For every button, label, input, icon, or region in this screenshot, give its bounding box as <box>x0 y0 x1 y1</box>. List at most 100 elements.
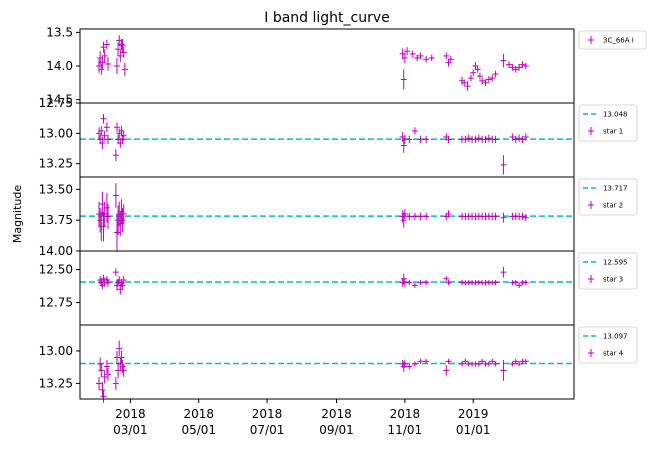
data-point <box>492 212 499 221</box>
data-point <box>500 53 507 68</box>
y-tick-label: 13.75 <box>39 213 73 227</box>
y-tick-label: 14.0 <box>46 59 73 73</box>
legend-series-label: star 3 <box>603 276 623 284</box>
panel-frame <box>79 102 575 178</box>
y-tick-label: 13.00 <box>39 126 73 140</box>
data-point <box>464 81 471 91</box>
data-point <box>400 138 407 153</box>
data-point <box>417 212 424 221</box>
data-point <box>409 50 416 58</box>
data-point <box>406 280 413 286</box>
data-point <box>105 57 112 71</box>
legend: 13.097 star 4 <box>578 326 638 364</box>
data-point <box>461 79 468 87</box>
data-point <box>406 363 413 370</box>
data-point <box>112 268 119 277</box>
legend: 12.595 star 3 <box>578 252 638 290</box>
legend-series-label: 3C_66A I <box>603 37 634 45</box>
y-axis-label: Magnitude <box>11 185 24 244</box>
panel-4: 12.50 12.75 12.595 star 3 <box>39 250 638 326</box>
panel-frame <box>79 250 575 326</box>
data-point <box>509 361 516 367</box>
panel-3: 13.50 13.75 14.00 13.717 star 2 <box>39 176 638 258</box>
data-point <box>103 193 110 223</box>
x-tick-label-year: 2018 <box>115 407 146 421</box>
data-point <box>462 135 469 144</box>
data-point <box>500 266 507 278</box>
panels: 13.5 14.0 14.5 3C_66A I 12.75 13.00 13.25 13.04… <box>39 25 647 403</box>
data-point <box>445 210 452 218</box>
data-point <box>99 136 106 150</box>
data-point <box>443 365 450 376</box>
data-point <box>98 126 105 136</box>
data-point <box>417 52 424 60</box>
x-tick-label-date: 05/01 <box>181 423 216 437</box>
data-point <box>512 358 519 364</box>
data-point <box>516 361 523 367</box>
data-point <box>119 39 126 53</box>
data-point <box>400 361 407 372</box>
data-point <box>522 133 529 141</box>
data-point <box>100 211 107 242</box>
x-tick-label-date: 11/01 <box>388 423 423 437</box>
data-point <box>100 274 107 283</box>
data-point <box>401 52 408 64</box>
panel-frame <box>79 324 575 400</box>
data-point <box>411 127 418 135</box>
data-point <box>489 358 496 364</box>
data-point <box>112 149 119 162</box>
data-point <box>411 212 418 221</box>
data-point <box>512 66 519 73</box>
data-point <box>509 63 516 71</box>
data-point <box>101 370 108 384</box>
y-tick-label: 14.5 <box>46 93 73 107</box>
data-point <box>516 134 523 142</box>
panel-2: 12.75 13.00 13.25 13.048 star 1 <box>39 96 638 178</box>
data-point <box>417 135 424 144</box>
x-tick-label-year: 2018 <box>252 407 283 421</box>
x-tick-label-date: 07/01 <box>250 423 285 437</box>
chart-title: I band light_curve <box>264 10 390 26</box>
data-point <box>492 135 499 144</box>
data-point <box>475 134 482 142</box>
data-point <box>117 49 124 62</box>
data-point <box>443 276 450 282</box>
x-tick-label-year: 2018 <box>390 407 421 421</box>
data-point <box>404 47 411 56</box>
data-point <box>100 389 107 403</box>
data-point <box>411 282 418 288</box>
data-point <box>400 69 407 90</box>
data-point <box>462 358 469 364</box>
data-point <box>445 135 452 144</box>
data-point <box>485 76 492 83</box>
legend: 13.048 star 1 <box>578 104 638 142</box>
data-point <box>482 79 489 87</box>
x-axis: 2018 03/01 2018 05/01 2018 07/01 2018 09/01 2018… <box>113 399 490 437</box>
data-point <box>120 276 127 285</box>
legend-ref-label: 13.717 <box>603 185 628 193</box>
data-point <box>479 77 486 85</box>
data-point <box>118 350 125 364</box>
data-point <box>97 207 104 233</box>
x-tick-label-date: 09/01 <box>319 423 354 437</box>
data-point <box>101 49 108 63</box>
data-point <box>120 47 127 58</box>
data-point <box>105 367 112 381</box>
y-tick-label: 12.75 <box>39 96 73 110</box>
data-point <box>115 42 122 56</box>
data-point <box>98 63 105 75</box>
data-point <box>99 382 106 398</box>
data-point <box>120 130 127 141</box>
data-point <box>417 358 424 364</box>
data-point <box>512 280 519 286</box>
data-point <box>500 360 507 381</box>
data-point <box>506 61 513 69</box>
y-tick-label: 12.50 <box>39 263 73 277</box>
data-point <box>103 122 110 133</box>
data-point <box>479 358 486 364</box>
data-point <box>465 134 472 142</box>
data-point <box>519 135 526 144</box>
data-point <box>121 62 128 77</box>
data-point <box>522 62 529 70</box>
y-tick-label: 14.00 <box>39 244 73 258</box>
